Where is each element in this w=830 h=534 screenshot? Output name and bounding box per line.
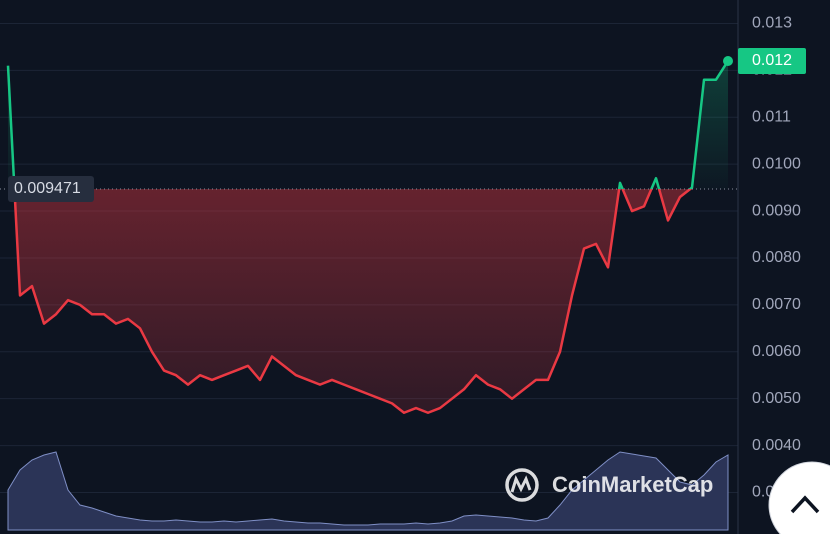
y-tick-label: 0.0060	[752, 343, 801, 360]
y-tick-label: 0.0090	[752, 202, 801, 219]
last-price-dot	[723, 55, 733, 66]
volume-area	[7, 451, 729, 531]
logo	[505, 468, 539, 502]
price-label: 0.012	[752, 52, 792, 69]
price-layer	[0, 55, 738, 414]
button-circle[interactable]	[768, 461, 830, 534]
chevron	[790, 495, 820, 514]
y-tick-label: 0.011	[752, 108, 791, 125]
y-tick-label: 0.0100	[752, 155, 801, 172]
y-tick-label: 0.0070	[752, 296, 801, 313]
watermark-text: CoinMarketCap	[552, 472, 713, 497]
y-tick-label: 0.0040	[752, 437, 801, 454]
price-line	[6, 60, 730, 414]
watermark: CoinMarketCap	[505, 468, 713, 502]
volume-layer	[7, 451, 729, 531]
price-area	[8, 60, 728, 413]
price-label-box	[738, 47, 806, 74]
y-tick-label: 0.013	[752, 15, 792, 32]
logo-mark	[510, 474, 532, 493]
reference-label-box	[8, 175, 94, 202]
scroll-top-button[interactable]	[768, 461, 830, 534]
y-tick-label: 0.0050	[752, 390, 801, 407]
y-tick-label: 0.0080	[752, 249, 801, 266]
reference-label: 0.009471	[14, 180, 81, 197]
